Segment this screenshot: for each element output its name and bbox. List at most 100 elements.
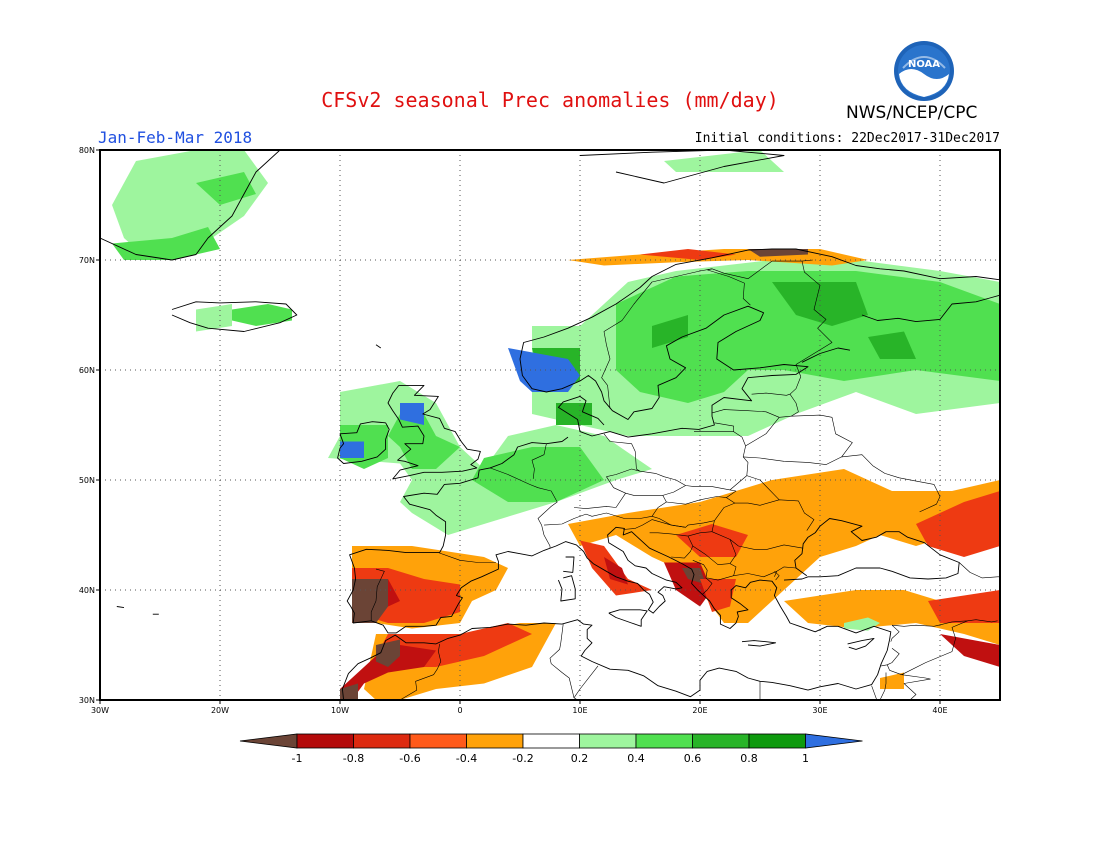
country-border [687, 531, 713, 537]
map-frame [99, 149, 1001, 701]
country-border [692, 539, 737, 566]
coastline [783, 518, 960, 581]
lat-tick-label: 60N [79, 366, 95, 375]
colorbar-segment [748, 733, 806, 749]
colorbar-segment [579, 733, 637, 749]
colorbar-segment [296, 733, 354, 749]
country-border [649, 532, 694, 559]
country-border [891, 619, 998, 627]
season-label: Jan-Feb-Mar 2018 [98, 128, 253, 147]
anomaly-region-red [640, 249, 736, 260]
lon-tick-label: 20W [211, 706, 229, 715]
colorbar-label: -1 [292, 752, 303, 765]
coastline [341, 619, 809, 700]
country-border [543, 492, 667, 526]
country-border [734, 499, 815, 531]
country-border [729, 563, 737, 576]
anomaly-region-darkred [604, 557, 628, 585]
anomaly-region-blue [340, 441, 364, 458]
country-border [746, 475, 780, 501]
colorbar-label: 0.8 [740, 752, 758, 765]
country-border [795, 259, 833, 377]
anomaly-regions [112, 150, 1000, 700]
agency-label: NWS/NCEP/CPC [846, 103, 978, 123]
anomaly-region-red [928, 590, 1000, 623]
coastline [519, 248, 1000, 360]
country-border [606, 476, 626, 494]
anomaly-region-midgreen [652, 315, 688, 348]
anomaly-region-red [916, 491, 1000, 557]
lat-tick-label: 50N [79, 476, 95, 485]
anomaly-region-midgreen [772, 282, 868, 326]
colorbar-label: -0.8 [343, 752, 364, 765]
country-border [489, 467, 558, 549]
country-border [549, 624, 575, 698]
coastline [741, 640, 777, 647]
lon-tick-label: 30W [91, 706, 109, 715]
country-border [745, 376, 802, 447]
lon-tick-label: 30E [812, 706, 827, 715]
country-border [601, 260, 802, 409]
country-border [958, 562, 1000, 579]
coastline [861, 294, 1000, 323]
anomaly-region-green [388, 414, 460, 469]
anomaly-region-midgreen [556, 403, 592, 425]
country-border [706, 268, 751, 306]
country-border [370, 568, 385, 621]
anomaly-region-lightgreen [196, 304, 232, 332]
lat-tick-label: 70N [79, 256, 95, 265]
country-border [726, 489, 737, 498]
country-border [394, 643, 442, 700]
coastline [171, 301, 298, 332]
country-border [531, 443, 547, 479]
colorbar-segment [409, 733, 467, 749]
colorbar-left-arrow [239, 733, 298, 749]
country-border [623, 519, 686, 530]
anomaly-region-green [616, 271, 1000, 403]
country-border [714, 422, 734, 432]
country-border [692, 560, 713, 595]
anomaly-region-brown [376, 639, 400, 667]
country-border [890, 624, 900, 642]
country-border [438, 552, 496, 563]
coastline [519, 305, 809, 438]
anomaly-region-orange [568, 469, 1000, 623]
colorbar-segment [522, 733, 580, 749]
lon-tick-label: 20E [692, 706, 707, 715]
coastline [557, 575, 576, 602]
country-border [662, 485, 686, 496]
colorbar: -1 -0.8 -0.6 -0.4 -0.2 0.2 0.4 0.6 0.8 1 [239, 733, 863, 765]
anomaly-region-green [232, 304, 292, 326]
anomaly-region-green [196, 172, 256, 205]
coastline [244, 711, 246, 717]
country-border [791, 414, 853, 458]
colorbar-segment [692, 733, 750, 749]
anomaly-region-brown [340, 683, 358, 700]
coastlines [100, 150, 1000, 717]
country-borders [355, 259, 1000, 700]
colorbar-label: 0.2 [571, 752, 589, 765]
country-border [879, 672, 887, 700]
coastline [116, 606, 125, 609]
country-border [603, 431, 749, 491]
country-border [711, 409, 780, 418]
anomaly-region-blue [400, 403, 424, 425]
coastline [387, 384, 481, 480]
country-border [901, 674, 931, 700]
colorbar-label: 0.4 [627, 752, 645, 765]
country-border [573, 665, 599, 700]
map-grid [100, 150, 1000, 700]
lat-tick-label: 30N [79, 696, 95, 705]
country-border [711, 520, 804, 550]
country-border [881, 648, 900, 667]
coastline [346, 436, 892, 691]
colorbar-label: 1 [802, 752, 809, 765]
country-border [751, 392, 791, 396]
logo-text: NOAA [908, 59, 940, 70]
country-border [743, 454, 941, 513]
coastline [608, 609, 648, 627]
colorbar-label: -0.6 [399, 752, 420, 765]
country-border [606, 468, 641, 477]
axis-ticks: 30W 20W 10W 0 10E 20E 30E 40E 30N 40N 50N 60N 70N 80N [79, 146, 948, 715]
initial-conditions-label: Initial conditions: 22Dec2017-31Dec2017 [694, 131, 1000, 146]
